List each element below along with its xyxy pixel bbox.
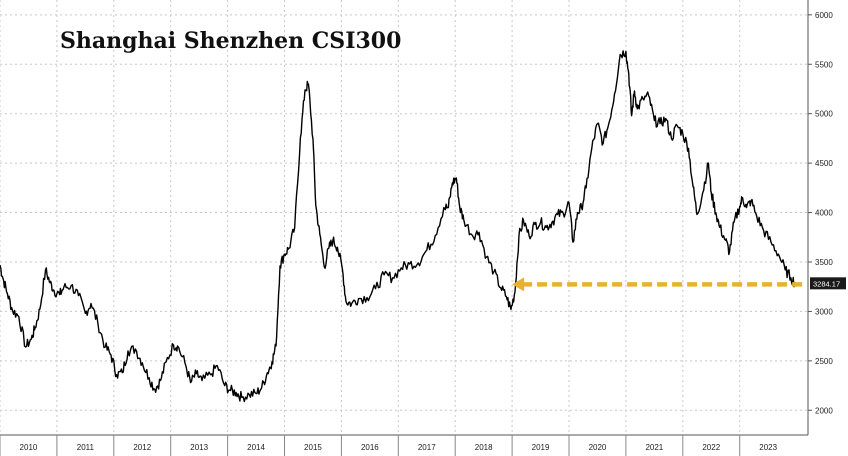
arrow-group: [512, 277, 803, 292]
x-tick-label: 2015: [304, 443, 322, 452]
x-tick-label: 2023: [759, 443, 777, 452]
y-tick-label: 2500: [815, 357, 833, 366]
x-tick-label: 2012: [133, 443, 151, 452]
y-tick-label: 4500: [815, 159, 833, 168]
x-tick-label: 2022: [702, 443, 720, 452]
y-axis-ticks: 2000 2500 3000 3500 4000 4500 5000 5500 6000: [808, 11, 833, 415]
y-tick-label: 6000: [815, 11, 833, 20]
arrow-head: [512, 277, 525, 292]
x-tick-label: 2013: [190, 443, 208, 452]
y-tick-label: 5500: [815, 60, 833, 69]
x-tick-label: 2011: [77, 443, 95, 452]
x-tick-label: 2019: [532, 443, 550, 452]
y-tick-label: 2000: [815, 406, 833, 415]
x-tick-label: 2010: [20, 443, 38, 452]
x-tick-label: 2018: [475, 443, 493, 452]
label-group: 3284.17: [810, 277, 846, 290]
y-tick-label: 4000: [815, 209, 833, 218]
series-group: [0, 50, 796, 403]
y-tick-label: 5000: [815, 110, 833, 119]
y-tick-label: 3000: [815, 307, 833, 316]
x-tick-label: 2020: [589, 443, 607, 452]
x-axis-ticks: 2010 2011 2012 2013 2014 2015 2016 2017 2018 2019…: [0, 435, 778, 456]
x-tick-label: 2014: [247, 443, 265, 452]
y-tick-label: 3500: [815, 258, 833, 267]
last-value-label: 3284.17: [813, 279, 840, 288]
x-tick-label: 2017: [418, 443, 436, 452]
axes: [0, 0, 809, 436]
chart-title: Shanghai Shenzhen CSI300: [60, 28, 401, 54]
x-tick-label: 2016: [361, 443, 379, 452]
x-tick-label: 2021: [645, 443, 663, 452]
series-line-0: [0, 50, 796, 403]
last-value-badge: [810, 277, 846, 290]
